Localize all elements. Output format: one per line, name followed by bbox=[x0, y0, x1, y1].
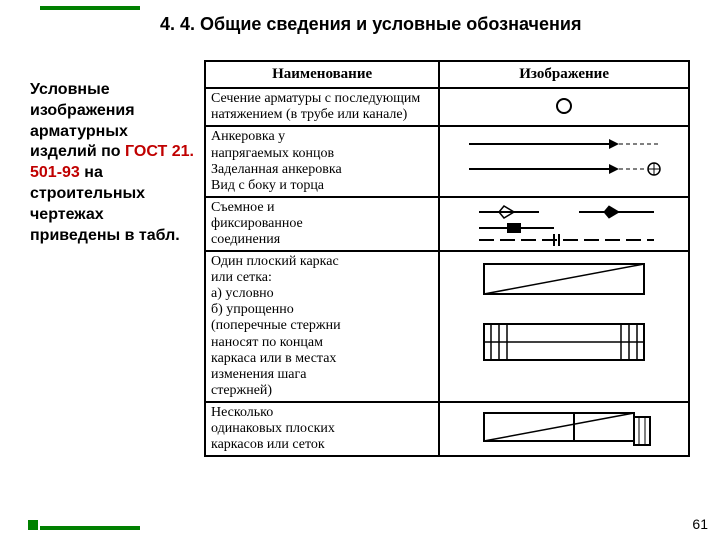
anchor-icon bbox=[459, 129, 669, 184]
table-row: Съемное и фиксированное соединения bbox=[205, 197, 689, 251]
circle-icon bbox=[554, 91, 574, 121]
slide-title: 4. 4. Общие сведения и условные обозначе… bbox=[160, 14, 581, 35]
accent-bar-top bbox=[40, 6, 140, 10]
frame1-icon bbox=[459, 254, 669, 374]
accent-square bbox=[28, 520, 38, 530]
table-header-row: Наименование Изображение bbox=[205, 61, 689, 88]
row-symbol bbox=[439, 197, 689, 251]
row-name: Съемное и фиксированное соединения bbox=[205, 197, 439, 251]
frame2-icon bbox=[459, 405, 669, 453]
symbols-table: Наименование Изображение Сечение арматур… bbox=[204, 60, 690, 457]
table-row: Сечение арматуры с последующим натяжение… bbox=[205, 88, 689, 126]
joints-icon bbox=[459, 200, 669, 248]
intro-text: Условные изображения арматурных изделий … bbox=[30, 80, 195, 246]
header-name: Наименование bbox=[205, 61, 439, 88]
row-symbol bbox=[439, 126, 689, 196]
accent-bar-bottom bbox=[40, 526, 140, 530]
row-name: Один плоский каркас или сетка: а) условн… bbox=[205, 251, 439, 402]
row-name: Сечение арматуры с последующим натяжение… bbox=[205, 88, 439, 126]
table-row: Несколько одинаковых плоских каркасов ил… bbox=[205, 402, 689, 456]
row-symbol bbox=[439, 251, 689, 402]
row-symbol bbox=[439, 88, 689, 126]
row-symbol bbox=[439, 402, 689, 456]
table-row: Анкеровка у напрягаемых концов Заделанна… bbox=[205, 126, 689, 196]
intro-part1: Условные изображения арматурных изделий … bbox=[30, 81, 135, 160]
header-symbol: Изображение bbox=[439, 61, 689, 88]
row-name: Несколько одинаковых плоских каркасов ил… bbox=[205, 402, 439, 456]
table-row: Один плоский каркас или сетка: а) условн… bbox=[205, 251, 689, 402]
row-name: Анкеровка у напрягаемых концов Заделанна… bbox=[205, 126, 439, 196]
page-number: 61 bbox=[692, 516, 708, 532]
